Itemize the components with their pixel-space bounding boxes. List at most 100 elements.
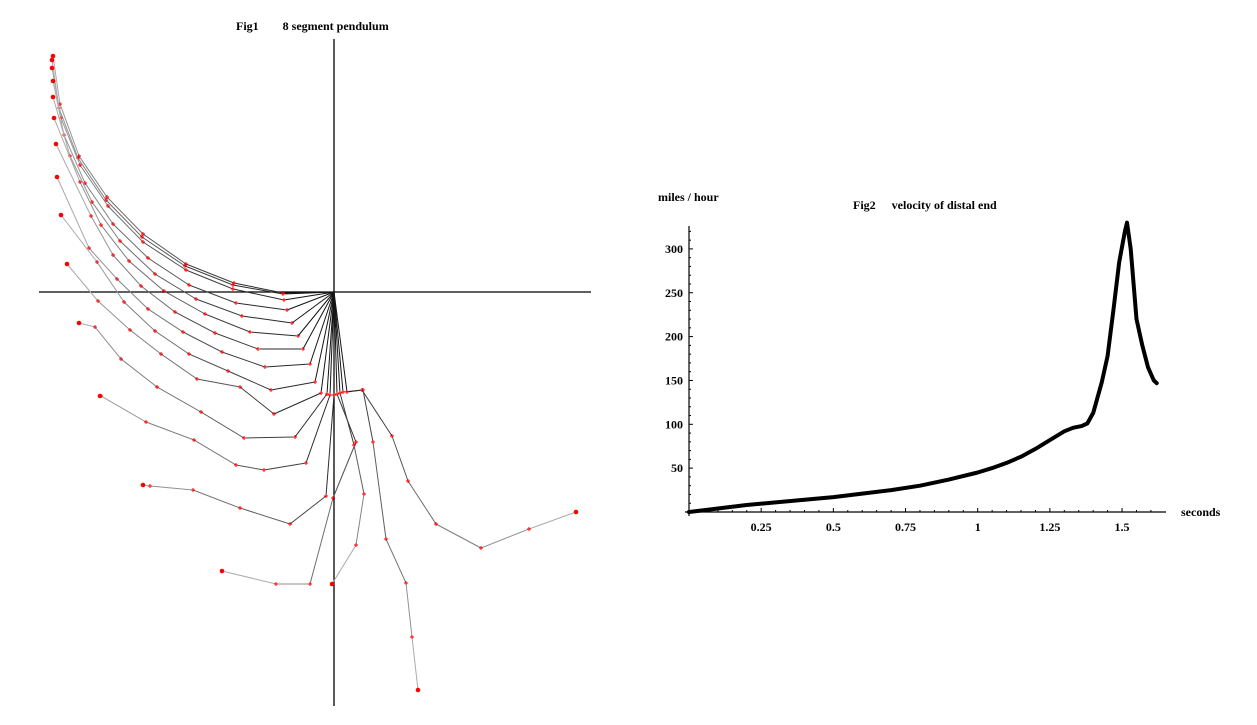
pendulum-node bbox=[354, 543, 358, 547]
pendulum-node bbox=[262, 468, 266, 472]
pendulum-tip-node bbox=[50, 78, 56, 84]
pendulum-node bbox=[360, 388, 364, 392]
pendulum-tip-node bbox=[50, 94, 56, 100]
pendulum-node bbox=[159, 352, 163, 356]
pendulum-node bbox=[119, 357, 123, 361]
pendulum-frame bbox=[333, 291, 421, 693]
pendulum-node bbox=[93, 325, 97, 329]
pendulum-frame bbox=[49, 57, 335, 296]
pendulum-node bbox=[384, 537, 388, 541]
pendulum-node bbox=[301, 347, 305, 351]
pendulum-node bbox=[234, 301, 238, 305]
pendulum-node bbox=[146, 256, 150, 260]
pendulum-node bbox=[242, 436, 246, 440]
pendulum-node bbox=[390, 434, 394, 438]
pendulum-node bbox=[410, 635, 414, 639]
pendulum-node bbox=[106, 204, 110, 208]
pendulum-node bbox=[192, 438, 196, 442]
pendulum-node bbox=[118, 239, 122, 243]
pendulum-node bbox=[293, 435, 297, 439]
pendulum-frame bbox=[64, 261, 335, 416]
pendulum-tip-node bbox=[219, 568, 225, 574]
pendulum-node bbox=[338, 391, 342, 395]
pendulum-node bbox=[274, 582, 278, 586]
pendulum-node bbox=[332, 393, 336, 397]
pendulum-tip-node bbox=[76, 320, 82, 326]
pendulum-node bbox=[99, 223, 103, 227]
pendulum-node bbox=[269, 388, 273, 392]
fig2-title-text: velocity of distal end bbox=[891, 198, 997, 212]
pendulum-node bbox=[195, 377, 199, 381]
fig2-y-tick-label: 50 bbox=[671, 461, 683, 475]
pendulum-node bbox=[362, 492, 366, 496]
pendulum-node bbox=[231, 287, 235, 291]
pendulum-node bbox=[87, 246, 91, 250]
pendulum-node bbox=[527, 527, 531, 531]
fig1-title-text: 8 segment pendulum bbox=[282, 19, 389, 33]
pendulum-tip-node bbox=[58, 212, 64, 218]
pendulum-node bbox=[184, 268, 188, 272]
fig2-x-tick-label: 0.5 bbox=[826, 520, 841, 534]
pendulum-node bbox=[335, 392, 339, 396]
pendulum-node bbox=[282, 298, 286, 302]
pendulum-node bbox=[144, 420, 148, 424]
pendulum-node bbox=[434, 522, 438, 526]
pendulum-tip-node bbox=[51, 115, 57, 121]
fig2-x-tick-label: 0.75 bbox=[895, 520, 916, 534]
pendulum-node bbox=[290, 321, 294, 325]
pendulum-frame bbox=[97, 291, 335, 472]
fig2-x-tick-label: 1.25 bbox=[1039, 520, 1060, 534]
pendulum-node bbox=[199, 410, 203, 414]
pendulum-tip-node bbox=[49, 57, 55, 63]
pendulum-node bbox=[140, 235, 144, 239]
pendulum-node bbox=[141, 240, 145, 244]
pendulum-node bbox=[139, 284, 143, 288]
fig2-y-tick-label: 300 bbox=[665, 242, 683, 256]
pendulum-node bbox=[285, 308, 289, 312]
pendulum-tip-node bbox=[97, 393, 103, 399]
pendulum-node bbox=[162, 289, 166, 293]
fig1-title: Fig1 8 segment pendulum bbox=[236, 19, 389, 34]
pendulum-tip-node bbox=[140, 482, 146, 488]
pendulum-node bbox=[203, 312, 207, 316]
pendulum-tip-node bbox=[49, 65, 55, 71]
pendulum-node bbox=[183, 264, 187, 268]
fig2-y-tick-label: 250 bbox=[665, 286, 683, 300]
pendulum-node bbox=[231, 283, 235, 287]
fig2-x-axis-label: seconds bbox=[1181, 505, 1221, 519]
pendulum-node bbox=[256, 347, 260, 351]
pendulum-frame bbox=[76, 291, 335, 440]
pendulum-node bbox=[187, 352, 191, 356]
pendulum-tip-node bbox=[54, 174, 60, 180]
pendulum-node bbox=[281, 292, 285, 296]
fig2-y-axis-label: miles / hour bbox=[658, 190, 719, 204]
fig2-x-tick-label: 1.5 bbox=[1115, 520, 1130, 534]
fig2-y-tick-label: 200 bbox=[665, 330, 683, 344]
fig2-x-tick-label: 1 bbox=[975, 520, 981, 534]
pendulum-tip-node bbox=[64, 261, 70, 267]
pendulum-frame bbox=[333, 291, 579, 550]
pendulum-node bbox=[345, 390, 349, 394]
pendulum-node bbox=[238, 506, 242, 510]
fig2-y-tick-label: 150 bbox=[665, 373, 683, 387]
pendulum-frame bbox=[58, 212, 335, 392]
pendulum-frame bbox=[329, 291, 366, 587]
pendulum-node bbox=[96, 299, 100, 303]
pendulum-tip-node bbox=[53, 141, 59, 147]
pendulum-node bbox=[296, 334, 300, 338]
velocity-curve bbox=[687, 220, 1159, 514]
fig2-title: Fig2 velocity of distal end bbox=[853, 198, 997, 213]
pendulum-node bbox=[304, 461, 308, 465]
pendulum-frame bbox=[53, 141, 335, 351]
pendulum-node bbox=[141, 232, 145, 236]
pendulum-node bbox=[234, 463, 238, 467]
pendulum-node bbox=[272, 412, 276, 416]
pendulum-node bbox=[111, 222, 115, 226]
pendulum-node bbox=[191, 488, 195, 492]
pendulum-node bbox=[328, 393, 332, 397]
pendulum-node bbox=[308, 582, 312, 586]
pendulum-node bbox=[325, 392, 329, 396]
pendulum-node bbox=[173, 310, 177, 314]
pendulum-node bbox=[194, 297, 198, 301]
pendulum-node bbox=[479, 546, 483, 550]
